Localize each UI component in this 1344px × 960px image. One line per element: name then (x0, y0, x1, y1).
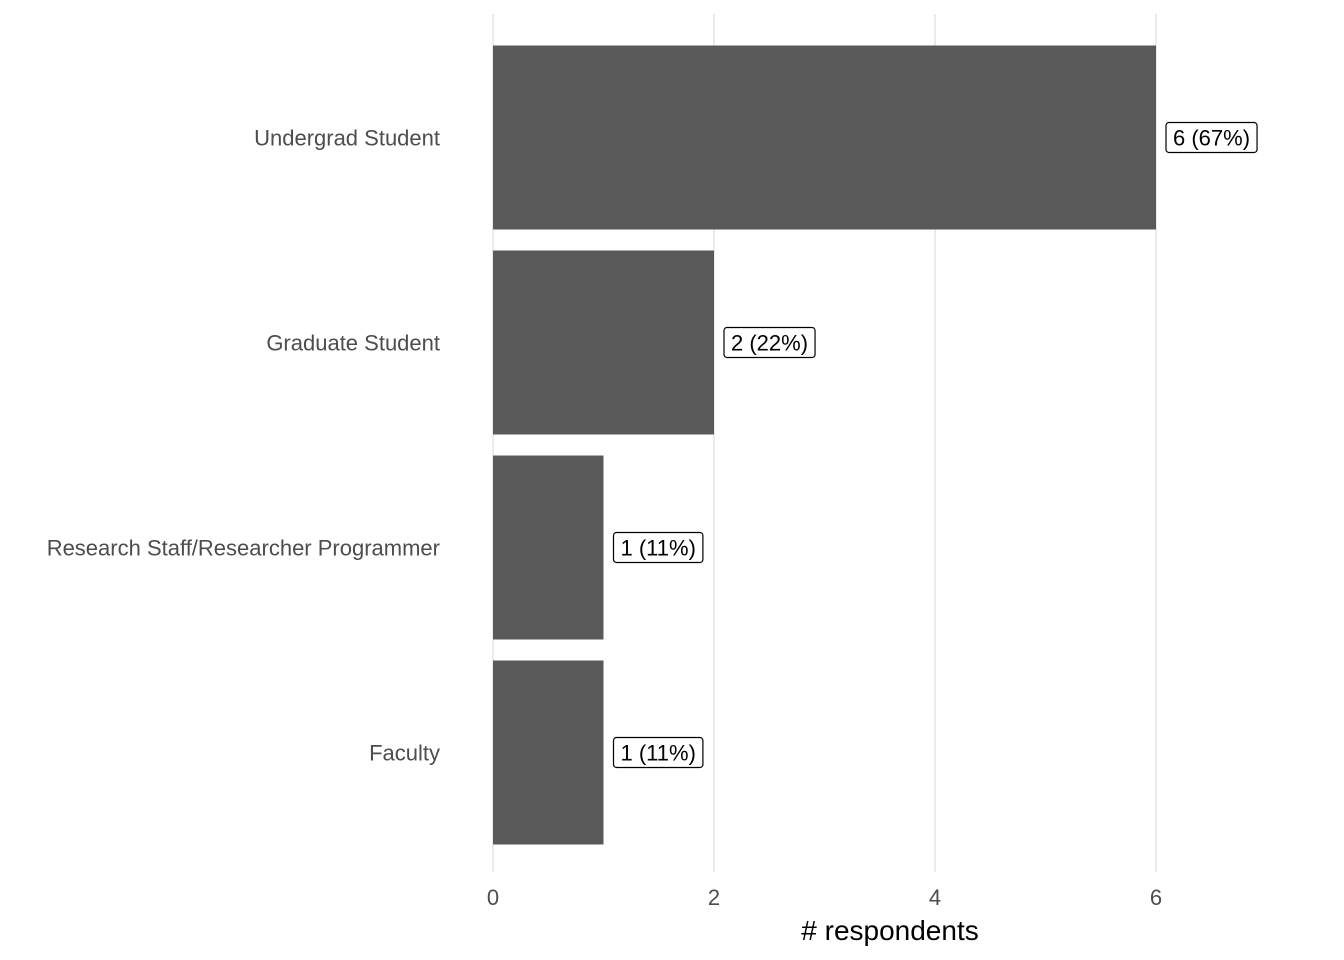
category-label: Faculty (369, 741, 440, 766)
data-label-box (612, 736, 704, 769)
x-tick-label: 0 (487, 885, 499, 910)
bar (493, 45, 1156, 230)
data-label-box (723, 326, 816, 359)
x-tick-label: 6 (1150, 885, 1162, 910)
x-tick-label: 2 (708, 885, 720, 910)
x-axis-title: # respondents (801, 915, 978, 946)
category-label: Graduate Student (266, 331, 440, 356)
data-label: 2 (22%) (723, 326, 816, 359)
data-label-text: 1 (11%) (621, 741, 696, 766)
bar (493, 455, 604, 640)
category-label: Undergrad Student (254, 126, 440, 151)
data-label-text: 2 (22%) (731, 331, 808, 356)
data-label: 6 (67%) (1165, 121, 1258, 154)
bar (493, 250, 714, 435)
data-labels: 6 (67%) 2 (22%) 1 (11%) 1 (11%) (612, 121, 1258, 769)
category-label: Research Staff/Researcher Programmer (47, 536, 440, 561)
data-label: 1 (11%) (612, 736, 704, 769)
x-axis-ticks: 0 2 4 6 (487, 885, 1162, 910)
bar (493, 660, 604, 845)
x-tick-label: 4 (929, 885, 941, 910)
data-label-text: 6 (67%) (1173, 126, 1250, 151)
data-label: 1 (11%) (612, 531, 704, 564)
data-label-text: 1 (11%) (621, 536, 696, 561)
data-label-box (1165, 121, 1258, 154)
category-labels: Undergrad Student Graduate Student Researc… (47, 126, 440, 766)
data-label-box (612, 531, 704, 564)
bars (493, 45, 1156, 845)
